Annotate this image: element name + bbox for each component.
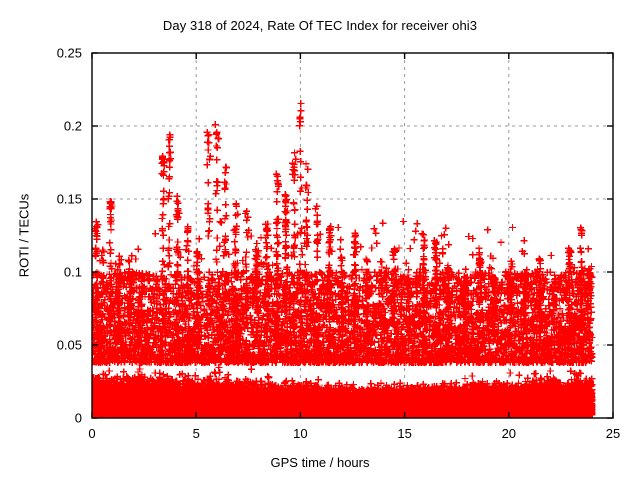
y-tick-label: 0 [75, 411, 82, 426]
x-tick-label: 15 [397, 426, 411, 441]
x-tick-label: 20 [502, 426, 516, 441]
tick-labels: 0 0.05 0.1 0.15 0.2 0.25 0 5 10 15 20 25 [57, 46, 621, 442]
y-tick-label: 0.1 [64, 265, 82, 280]
y-tick-label: 0.25 [57, 46, 82, 61]
x-tick-label: 0 [88, 426, 95, 441]
chart-title: Day 318 of 2024, Rate Of TEC Index for r… [162, 18, 478, 33]
x-axis-title: GPS time / hours [270, 455, 370, 470]
x-tick-label: 5 [193, 426, 200, 441]
x-tick-label: 25 [606, 426, 620, 441]
y-tick-label: 0.05 [57, 338, 82, 353]
axis-frame [91, 52, 614, 419]
data-points [92, 100, 596, 418]
x-tick-label: 10 [293, 426, 307, 441]
y-tick-label: 0.15 [57, 192, 82, 207]
y-tick-label: 0.2 [64, 119, 82, 134]
